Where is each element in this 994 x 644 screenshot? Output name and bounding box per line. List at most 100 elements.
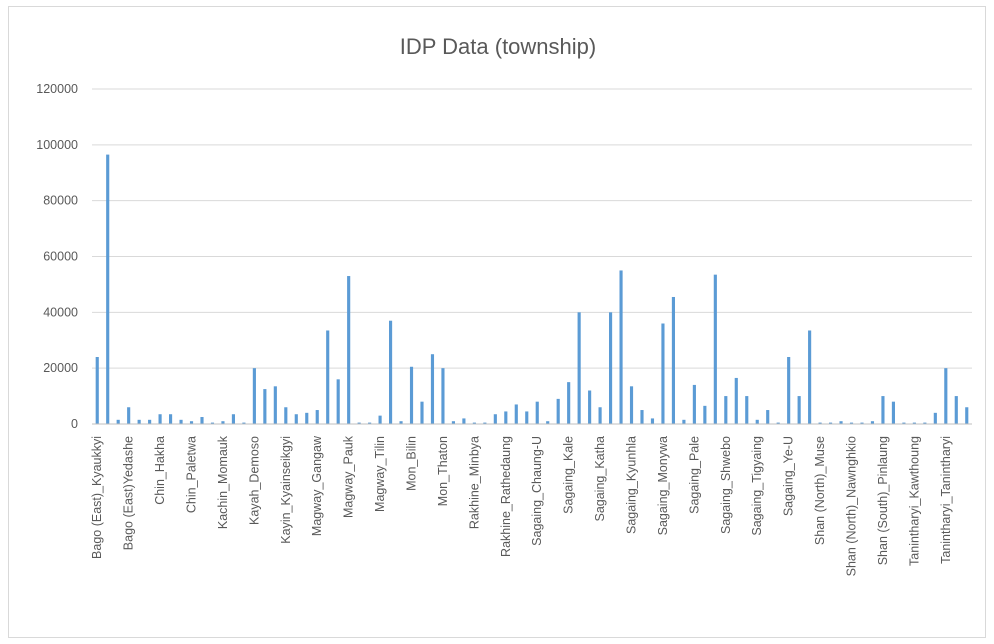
- x-tick-label: Bago (East)_Kyaukkyi: [90, 436, 104, 559]
- bar: [336, 379, 340, 424]
- bar: [189, 421, 194, 424]
- bar: [546, 421, 550, 424]
- x-tick-label: Mon_Bilin: [405, 436, 419, 491]
- bar: [776, 422, 780, 424]
- bar: [472, 422, 476, 424]
- bar: [881, 396, 885, 424]
- bar: [650, 418, 655, 424]
- bar: [116, 419, 120, 424]
- bar: [902, 422, 906, 424]
- bar: [451, 421, 455, 424]
- x-tick-label: Shan (North)_Muse: [813, 436, 827, 545]
- bar: [95, 357, 99, 424]
- bar: [127, 407, 131, 424]
- chart-frame: [8, 6, 986, 638]
- x-tick-label: Sagaing_Chaung-U: [530, 436, 544, 546]
- bar: [891, 401, 895, 424]
- bars: [95, 154, 969, 425]
- x-tick-label: Sagaing_Kyunhla: [625, 436, 639, 534]
- x-tick-label: Shan (North)_Nawnghkio: [845, 436, 859, 576]
- bar: [703, 405, 707, 424]
- bar: [954, 396, 958, 424]
- bar: [692, 384, 696, 424]
- bar: [588, 390, 592, 424]
- bar: [210, 422, 215, 424]
- bar: [745, 396, 749, 424]
- x-tick-label: Sagaing_Katha: [593, 436, 607, 522]
- bar: [231, 414, 235, 424]
- x-tick-label: Chin_Hakha: [153, 436, 167, 505]
- bar: [808, 330, 812, 424]
- bar: [755, 419, 759, 424]
- bar: [839, 421, 843, 424]
- x-tick-label: Rakhine_Rathedaung: [499, 436, 513, 557]
- x-tick-label: Kachin_Momauk: [216, 435, 230, 529]
- x-tick-label: Sagaing_Pale: [687, 436, 701, 514]
- y-tick-label: 40000: [43, 305, 78, 319]
- y-tick-label: 120000: [36, 82, 78, 96]
- bar: [818, 422, 822, 424]
- bar: [724, 396, 728, 424]
- bar: [420, 401, 424, 424]
- bar: [430, 354, 435, 424]
- bar: [399, 421, 403, 424]
- x-tick-label: Rakhine_Minbya: [467, 436, 481, 529]
- bar: [734, 377, 738, 424]
- bar: [326, 330, 330, 424]
- bar: [671, 296, 675, 424]
- gridlines: [92, 88, 972, 369]
- y-tick-label: 60000: [43, 250, 78, 264]
- x-tick-label: Sagaing_Monywa: [656, 436, 670, 535]
- bar: [263, 389, 267, 424]
- bar: [766, 410, 770, 424]
- x-tick-label: Chin_Paletwa: [185, 436, 199, 513]
- bar: [640, 410, 644, 424]
- bar: [661, 323, 665, 424]
- bar: [441, 368, 445, 424]
- x-tick-label: Sagaing_Shwebo: [719, 436, 733, 534]
- x-axis-tick-labels: Bago (East)_Kyaukkyi Bago (East)Yedashe Ch…: [90, 435, 953, 576]
- y-tick-label: 100000: [36, 138, 78, 152]
- chart-title: IDP Data (township): [400, 34, 596, 59]
- bar: [713, 274, 717, 424]
- bar: [535, 401, 539, 424]
- bar: [682, 419, 686, 424]
- x-tick-label: Bago (East)Yedashe: [122, 436, 136, 550]
- bar: [179, 419, 183, 424]
- bar: [305, 412, 309, 424]
- bar: [504, 411, 508, 424]
- x-tick-label: Tanintharyi_Kawthoung: [907, 436, 921, 566]
- y-axis-tick-labels: 0 20000 40000 60000 80000 100000 120000: [36, 82, 78, 431]
- bar: [556, 398, 560, 425]
- bar: [357, 422, 361, 424]
- bar: [619, 270, 623, 424]
- bar: [200, 417, 204, 424]
- bar: [148, 419, 152, 424]
- bar: [629, 386, 634, 424]
- x-tick-label: Kayah_Demoso: [247, 436, 261, 525]
- x-tick-label: Sagaing_Kale: [562, 436, 576, 514]
- bar: [525, 411, 529, 424]
- bar: [787, 357, 791, 424]
- x-tick-label: Magway_Pauk: [342, 435, 356, 518]
- bar: [221, 421, 225, 424]
- bar: [378, 415, 382, 425]
- bar: [567, 382, 571, 425]
- bar: [849, 422, 854, 424]
- bar: [912, 422, 916, 424]
- bar: [252, 368, 256, 424]
- x-tick-label: Magway_Tilin: [373, 436, 387, 512]
- bar: [609, 312, 613, 424]
- bar: [106, 154, 110, 424]
- bar: [598, 407, 602, 424]
- bar: [347, 276, 351, 424]
- y-tick-label: 0: [71, 417, 78, 431]
- bar: [294, 414, 298, 424]
- bar: [158, 414, 162, 424]
- bar: [493, 414, 497, 424]
- bar: [923, 422, 927, 424]
- bar: [870, 421, 875, 424]
- x-tick-label: Kayin_Kyainseikgyi: [279, 436, 293, 544]
- bar: [242, 422, 246, 424]
